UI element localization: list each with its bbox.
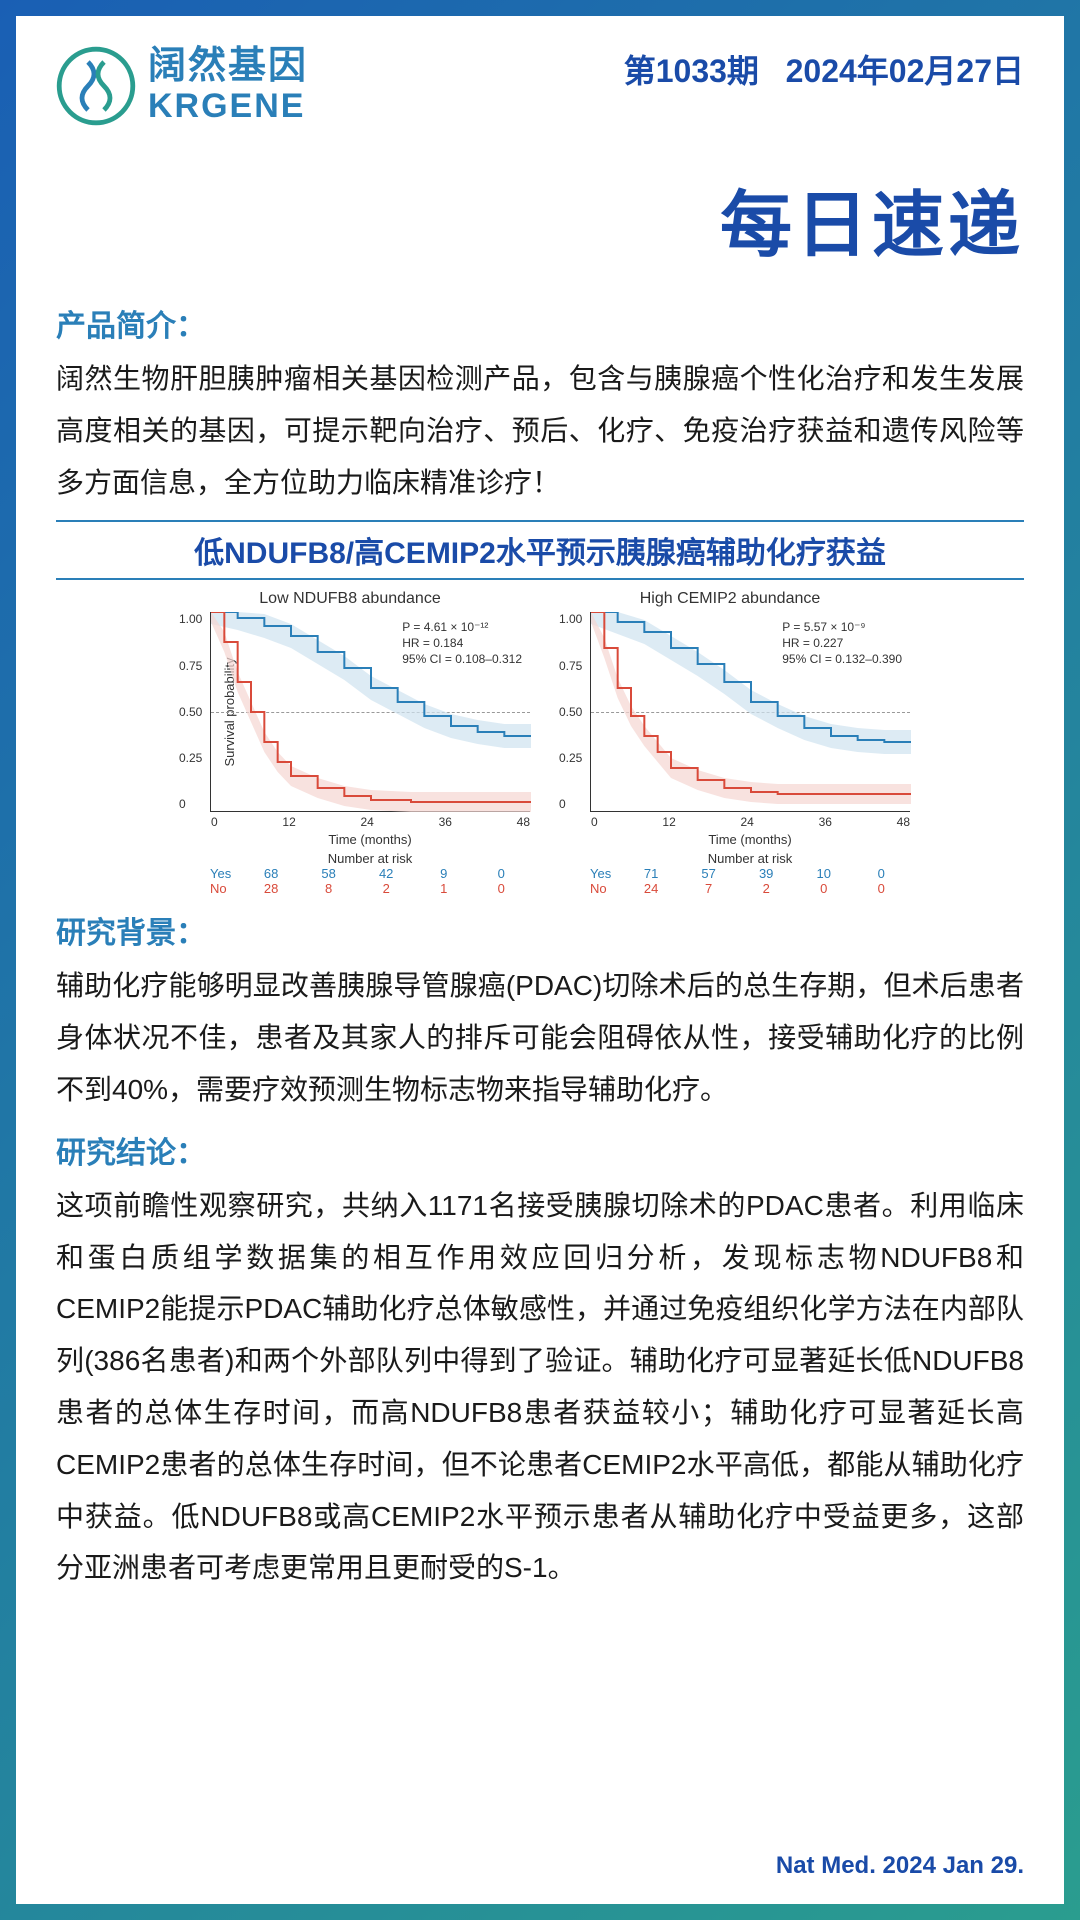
main-title: 每日速递 — [56, 166, 1024, 271]
chart-section-title: 低NDUFB8/高CEMIP2水平预示胰腺癌辅助化疗获益 — [56, 520, 1024, 580]
issue-date-value: 2024年02月27日 — [786, 53, 1024, 89]
issue-date: 第1033期 2024年02月27日 — [624, 46, 1024, 92]
risk-table-right: Number at risk Yes 71 57 39 10 0 No 24 7… — [590, 851, 910, 896]
y-ticks: 1.00 0.75 0.50 0.25 0 — [179, 612, 202, 811]
km-chart-right: High CEMIP2 abundance 1.00 0.75 0.50 0.2… — [550, 590, 910, 896]
x-axis-label: Time (months) — [210, 832, 530, 847]
background-label: 研究背景： — [56, 908, 1024, 952]
header: 阔然基因 KRGENE 第1033期 2024年02月27日 — [56, 46, 1024, 126]
intro-text: 阔然生物肝胆胰肿瘤相关基因检测产品，包含与胰腺癌个性化治疗和发生发展高度相关的基… — [56, 353, 1024, 508]
logo-en: KRGENE — [148, 88, 308, 125]
charts-row: Low NDUFB8 abundance Survival probabilit… — [56, 590, 1024, 896]
plot-right: 1.00 0.75 0.50 0.25 0 P = 5.57 × 10⁻⁹ HR… — [590, 612, 910, 812]
issue-number: 第1033期 — [624, 53, 759, 89]
conclusion-label: 研究结论： — [56, 1128, 1024, 1172]
intro-label: 产品简介： — [56, 301, 1024, 345]
dna-logo-icon — [56, 46, 136, 126]
risk-table-left: Number at risk Yes 68 58 42 9 0 No 28 8 … — [210, 851, 530, 896]
conclusion-text: 这项前瞻性观察研究，共纳入1171名接受胰腺切除术的PDAC患者。利用临床和蛋白… — [56, 1180, 1024, 1594]
citation: Nat Med. 2024 Jan 29. — [776, 1852, 1024, 1880]
logo: 阔然基因 KRGENE — [56, 46, 308, 126]
km-chart-left: Low NDUFB8 abundance Survival probabilit… — [170, 590, 530, 896]
chart-left-title: Low NDUFB8 abundance — [170, 590, 530, 608]
background-text: 辅助化疗能够明显改善胰腺导管腺癌(PDAC)切除术后的总生存期，但术后患者身体状… — [56, 960, 1024, 1115]
x-ticks: 0 12 24 36 48 — [211, 815, 530, 829]
logo-cn: 阔然基因 — [148, 46, 308, 88]
plot-left: Survival probability 1.00 0.75 0.50 0.25… — [210, 612, 530, 812]
chart-right-title: High CEMIP2 abundance — [550, 590, 910, 608]
